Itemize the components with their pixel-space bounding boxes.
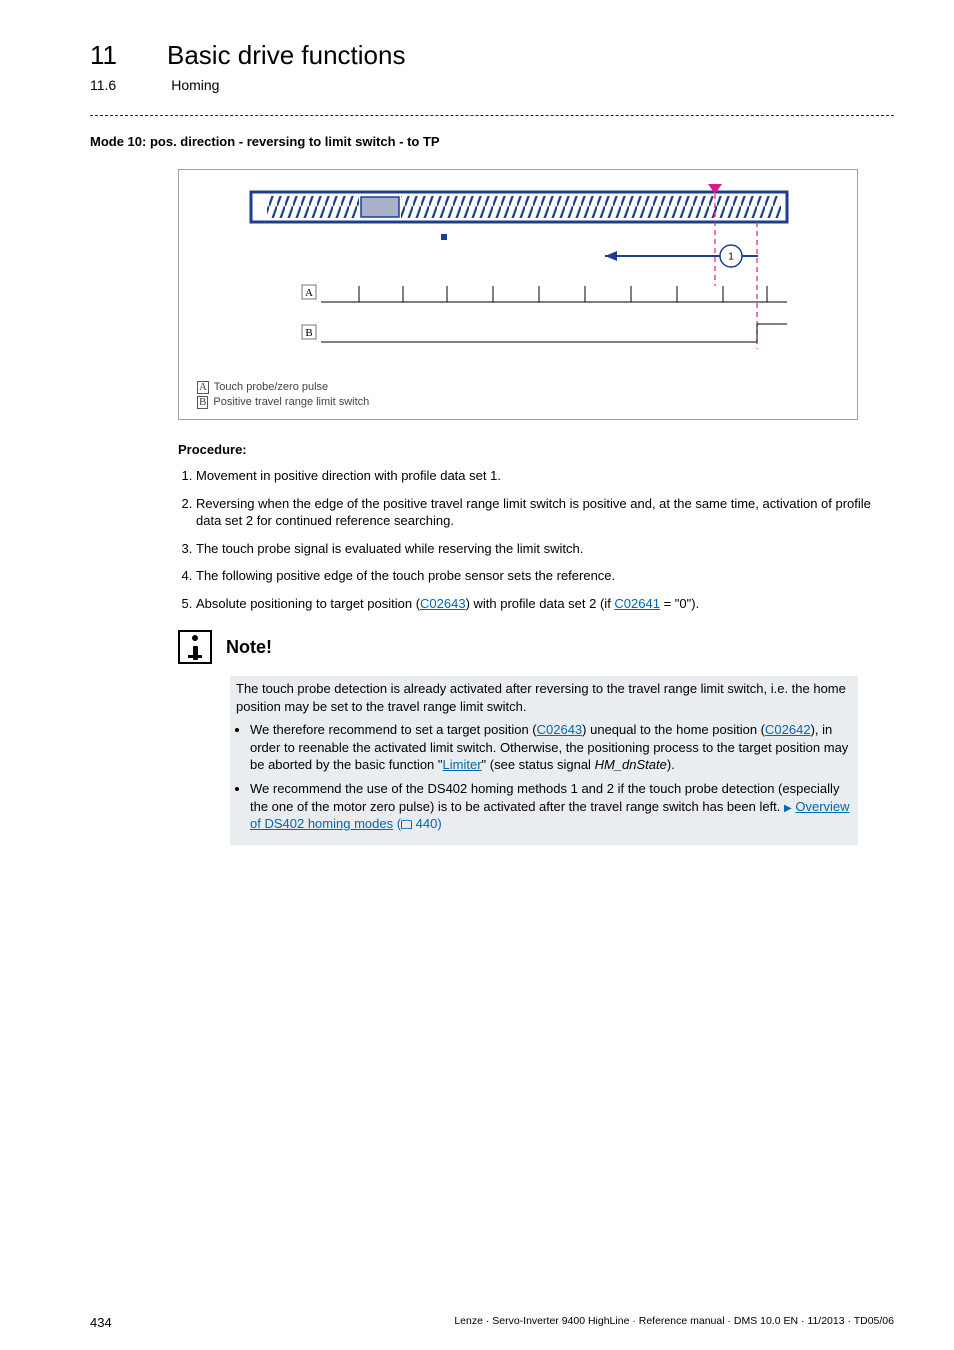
- svg-text:1: 1: [728, 252, 734, 263]
- section-title: Homing: [171, 77, 219, 93]
- triangle-icon: ▶: [784, 802, 792, 816]
- procedure-step: Movement in positive direction with prof…: [196, 467, 894, 485]
- note-bullet-2: We recommend the use of the DS402 homing…: [250, 780, 852, 833]
- page-number: 434: [90, 1315, 112, 1330]
- figure-container: 1 A B A Touch probe/zero pulse B Positive t…: [178, 169, 858, 420]
- procedure-list: Movement in positive direction with prof…: [178, 467, 894, 612]
- figure-svg: 1 A B: [197, 184, 837, 374]
- footer-text: Lenze · Servo-Inverter 9400 HighLine · R…: [454, 1315, 894, 1330]
- procedure-step: The touch probe signal is evaluated whil…: [196, 540, 894, 558]
- link-limiter[interactable]: Limiter: [443, 757, 482, 772]
- chapter-title: Basic drive functions: [167, 40, 405, 71]
- note-bullet-1: We therefore recommend to set a target p…: [250, 721, 852, 774]
- link-C02641[interactable]: C02641: [614, 596, 660, 611]
- section-number: 11.6: [90, 77, 116, 93]
- procedure-step: Reversing when the edge of the positive …: [196, 495, 894, 530]
- info-icon: [178, 630, 212, 664]
- figure-caption: B Positive travel range limit switch: [197, 396, 839, 409]
- link-C02642[interactable]: C02642: [765, 722, 811, 737]
- figure-caption: A Touch probe/zero pulse: [197, 381, 839, 394]
- note-body: The touch probe detection is already act…: [230, 676, 858, 844]
- book-icon: [401, 819, 412, 828]
- svg-text:A: A: [305, 287, 313, 299]
- note-intro: The touch probe detection is already act…: [236, 680, 852, 715]
- procedure-heading: Procedure:: [178, 442, 894, 457]
- chapter-number: 11: [90, 40, 117, 71]
- footer: 434 Lenze · Servo-Inverter 9400 HighLine…: [90, 1315, 894, 1330]
- mode-heading: Mode 10: pos. direction - reversing to l…: [90, 134, 894, 149]
- procedure-step: Absolute positioning to target position …: [196, 595, 894, 613]
- link-C02643-b[interactable]: C02643: [537, 722, 583, 737]
- link-C02643[interactable]: C02643: [420, 596, 466, 611]
- procedure-step: The following positive edge of the touch…: [196, 567, 894, 585]
- note-label: Note!: [226, 637, 272, 658]
- separator: [90, 115, 894, 116]
- svg-text:B: B: [305, 327, 312, 339]
